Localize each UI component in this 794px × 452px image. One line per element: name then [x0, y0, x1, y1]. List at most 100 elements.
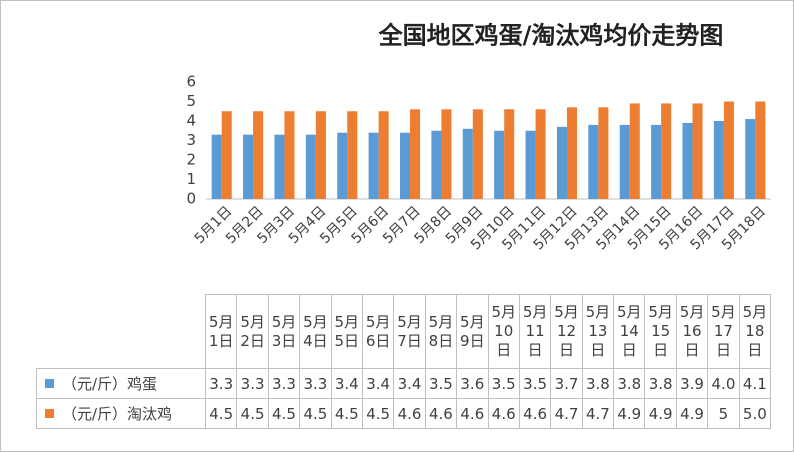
table-cell: 4.1 [739, 369, 772, 399]
bar [504, 109, 515, 199]
table-cell: 4.5 [331, 399, 363, 429]
table-cell: 3.4 [362, 369, 395, 399]
table-cell: 4.9 [614, 399, 646, 429]
bar [243, 134, 254, 199]
table-cell: 3.9 [676, 369, 709, 399]
bar [629, 103, 640, 199]
table-header: 5月9日 [457, 294, 489, 369]
bar [211, 134, 222, 199]
table-cell: 3.3 [300, 369, 332, 399]
table-cell: 5.0 [739, 399, 772, 429]
table-cell: 4.9 [645, 399, 677, 429]
bar [692, 103, 703, 199]
data-table: 5月1日 5月2日 5月3日 5月4日 5月5日 5月6日 5月7日 5月8日 5月9日 5月10… [36, 294, 772, 429]
table-cell: 3.4 [394, 369, 426, 399]
table-header: 5月8日 [425, 294, 458, 369]
table-header: 5月17日 [708, 294, 740, 369]
table-cell: 4.6 [425, 399, 458, 429]
bar [713, 121, 724, 199]
bar [410, 109, 421, 199]
bar [566, 107, 578, 199]
bar [494, 130, 505, 199]
bar [441, 109, 452, 199]
bar [462, 128, 473, 199]
table-header: 5月6日 [362, 294, 395, 369]
table-cell: 4.5 [300, 399, 332, 429]
legend-entry: （元/斤）淘汰鸡 [36, 399, 206, 429]
table-cell: 4.5 [362, 399, 395, 429]
table-cell: 3.8 [582, 369, 615, 399]
table-header: 5月3日 [268, 294, 301, 369]
table-cell: 3.8 [614, 369, 646, 399]
table-header: 5月14日 [614, 294, 646, 369]
bar [221, 111, 232, 199]
table-cell: 3.5 [519, 369, 552, 399]
bar [556, 126, 567, 199]
bar [253, 111, 264, 199]
table-header: 5月10日 [488, 294, 520, 369]
bar [347, 111, 358, 199]
table-cell: 3.3 [237, 369, 269, 399]
table-cell: 4.9 [676, 399, 709, 429]
bar [661, 103, 672, 199]
y-tick-label: 2 [186, 151, 196, 169]
table-header: 5月5日 [331, 294, 363, 369]
bar [598, 107, 609, 199]
table-header: 5月13日 [582, 294, 615, 369]
table-header: 5月12日 [551, 294, 583, 369]
table-cell: 4.6 [457, 399, 489, 429]
y-tick-label: 6 [186, 73, 196, 91]
table-cell: 4.6 [519, 399, 552, 429]
table-cell: 3.5 [425, 369, 458, 399]
table-cell: 4.7 [582, 399, 615, 429]
table-cell: 3.4 [331, 369, 363, 399]
table-cell: 3.7 [551, 369, 583, 399]
bar [431, 130, 442, 199]
table-header: 5月1日 [206, 294, 238, 369]
y-tick-label: 5 [186, 92, 196, 110]
table-header: 5月2日 [237, 294, 269, 369]
chart-title: 全国地区鸡蛋/淘汰鸡均价走势图 [378, 21, 724, 50]
table-cell: 4.7 [551, 399, 583, 429]
table-cell: 3.6 [457, 369, 489, 399]
legend-swatch [45, 379, 54, 388]
bar [525, 130, 536, 199]
table-cell: 4.6 [488, 399, 520, 429]
table-cell: 4.0 [708, 369, 740, 399]
table-cell: 4.6 [394, 399, 426, 429]
table-cell: 4.5 [237, 399, 269, 429]
chart: 全国地区鸡蛋/淘汰鸡均价走势图 01234565月1日5月2日5月3日5月4日5… [186, 21, 771, 253]
table-header: 5月18日 [739, 294, 772, 369]
bar [378, 111, 389, 199]
table-corner [36, 294, 206, 369]
legend-label: （元/斤）淘汰鸡 [62, 405, 173, 423]
table-header: 5月16日 [676, 294, 709, 369]
bar [723, 101, 734, 199]
bar [274, 134, 285, 199]
bar [315, 111, 326, 199]
bar [619, 124, 630, 199]
table-cell: 4.5 [206, 399, 238, 429]
table-header: 5月15日 [645, 294, 677, 369]
y-tick-label: 4 [186, 112, 196, 130]
bar [755, 101, 766, 199]
bar [682, 122, 693, 199]
table-header: 5月7日 [394, 294, 426, 369]
bar [399, 132, 411, 199]
table-cell: 5 [708, 399, 740, 429]
table-header: 5月4日 [300, 294, 332, 369]
y-tick-label: 1 [186, 170, 196, 188]
bar [472, 109, 483, 199]
y-tick-label: 3 [186, 131, 196, 149]
table-cell: 3.8 [645, 369, 677, 399]
bar [651, 124, 662, 199]
table-cell: 4.5 [268, 399, 301, 429]
bar [305, 134, 316, 199]
table-header: 5月11日 [519, 294, 552, 369]
bar [535, 109, 546, 199]
table-cell: 3.3 [206, 369, 238, 399]
legend-swatch [45, 409, 54, 418]
bar [745, 119, 756, 199]
bar [368, 132, 379, 199]
